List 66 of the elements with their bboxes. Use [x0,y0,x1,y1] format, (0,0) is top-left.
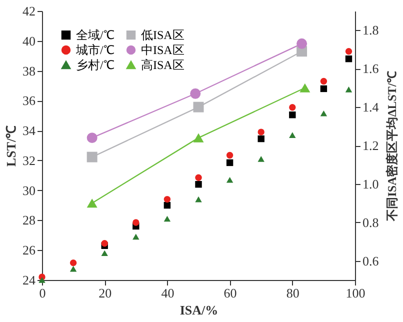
point [258,156,264,162]
x-tick-label: 40 [161,286,174,300]
y2-axis-title: 不同ISA密度区平均ΔLST/℃ [384,71,399,222]
point [320,78,328,85]
y2-tick-label: 1.2 [362,138,379,153]
y-tick-label: 36 [22,93,36,108]
y-tick-label: 28 [22,212,36,228]
point [195,196,202,202]
point [345,48,352,55]
point [193,102,204,112]
y-tick-label: 34 [22,123,36,138]
point [258,135,264,142]
point [226,176,234,183]
point [164,216,171,222]
point [164,202,171,209]
point [86,198,98,208]
x-tick-label: 100 [346,286,366,300]
point [86,152,98,162]
legend-label: 低ISA区 [141,28,184,42]
y-tick-label: 38 [22,63,36,78]
point [101,250,108,256]
y-tick-label: 42 [22,4,36,18]
point [86,132,98,144]
legend-label: 全域/℃ [76,28,114,42]
y-tick-label: 32 [22,152,36,168]
legend-label: 高ISA区 [141,58,184,72]
point [193,133,204,142]
point [132,219,140,226]
point [195,174,202,181]
point [289,112,296,118]
x-tick-label: 60 [224,286,237,300]
point [289,104,296,111]
point [226,159,234,166]
y-tick-label: 40 [22,33,36,48]
point [289,132,296,138]
point [258,128,264,136]
y-axis-title: LST/℃ [4,125,18,167]
x-tick-label: 0 [39,286,46,300]
y-tick-label: 24 [22,272,36,288]
y2-tick-label: 1.8 [362,22,379,38]
legend-label: 城市/℃ [75,43,114,57]
y2-tick-label: 1.4 [362,100,380,115]
point [190,88,201,99]
x-axis-title: ISA/% [180,302,218,318]
y-tick-label: 26 [22,242,36,258]
point [296,38,308,49]
point [132,234,140,240]
point [320,110,328,116]
y-tick-label: 30 [22,182,36,198]
point [320,85,328,92]
y2-tick-label: 0.8 [362,214,379,230]
y2-tick-label: 1.6 [362,61,380,76]
point [195,181,202,188]
legend-label: 乡村/℃ [76,58,114,72]
point [345,86,352,92]
point [164,196,171,203]
y2-tick-label: 0.6 [362,253,380,268]
point [70,266,77,272]
x-tick-label: 80 [286,286,300,300]
point [345,55,352,62]
point [70,259,77,266]
y2-tick-label: 1.0 [362,176,379,192]
point [226,152,234,159]
legend-label: 中ISA区 [141,43,184,57]
x-tick-label: 20 [98,286,112,300]
point [300,83,310,92]
